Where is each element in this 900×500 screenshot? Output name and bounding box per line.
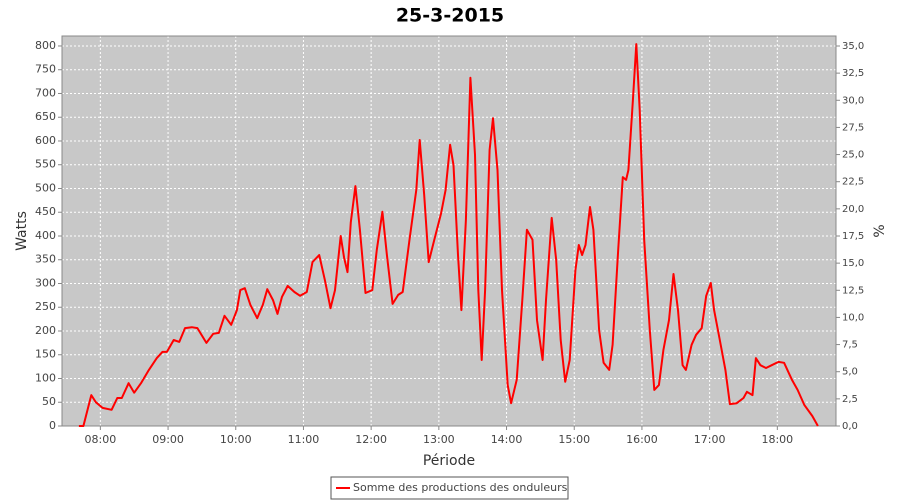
y-tick-label: 250 xyxy=(35,300,56,313)
y2-tick-label: 32,5 xyxy=(842,68,864,79)
y2-tick-label: 2,5 xyxy=(842,394,858,405)
series-line xyxy=(78,43,819,427)
y-tick-label: 300 xyxy=(35,276,56,289)
y-tick-label: 400 xyxy=(35,229,56,242)
y2-tick-label: 22,5 xyxy=(842,177,864,188)
plot-border xyxy=(61,35,837,427)
y-tick-label: 350 xyxy=(35,253,56,266)
y2-axis-label: % xyxy=(872,224,888,237)
y-tick-label: 600 xyxy=(35,134,56,147)
x-tick-label: 11:00 xyxy=(288,433,320,446)
legend: Somme des productions des onduleurs xyxy=(330,476,569,500)
x-tick-label: 09:00 xyxy=(152,433,184,446)
x-axis-label: Période xyxy=(423,453,475,469)
y2-tick-label: 15,0 xyxy=(842,258,864,269)
y2-tick-label: 10,0 xyxy=(842,312,864,323)
y2-tick-label: 7,5 xyxy=(842,340,858,351)
x-tick-label: 16:00 xyxy=(626,433,658,446)
x-tick-label: 12:00 xyxy=(355,433,387,446)
y-tick-label: 50 xyxy=(42,395,56,408)
y2-tick-label: 5,0 xyxy=(842,367,858,378)
y-tick-label: 0 xyxy=(49,419,56,432)
y2-tick-label: 17,5 xyxy=(842,231,864,242)
y-tick-label: 750 xyxy=(35,63,56,76)
y2-tick-label: 35,0 xyxy=(842,41,864,52)
y-tick-label: 800 xyxy=(35,39,56,52)
y-tick-label: 200 xyxy=(35,324,56,337)
y2-tick-label: 12,5 xyxy=(842,285,864,296)
y-tick-label: 650 xyxy=(35,110,56,123)
x-tick-label: 08:00 xyxy=(85,433,117,446)
y-tick-label: 500 xyxy=(35,181,56,194)
y-tick-label: 100 xyxy=(35,371,56,384)
x-tick-label: 14:00 xyxy=(491,433,523,446)
x-tick-label: 10:00 xyxy=(220,433,252,446)
y2-tick-label: 0,0 xyxy=(842,421,858,432)
x-tick-label: 15:00 xyxy=(558,433,590,446)
y2-tick-label: 25,0 xyxy=(842,150,864,161)
chart-title: 25-3-2015 xyxy=(396,5,504,27)
x-tick-label: 17:00 xyxy=(694,433,726,446)
y2-tick-label: 27,5 xyxy=(842,122,864,133)
y-tick-label: 550 xyxy=(35,158,56,171)
legend-label: Somme des productions des onduleurs xyxy=(353,481,568,494)
x-tick-label: 18:00 xyxy=(761,433,793,446)
y-tick-label: 450 xyxy=(35,205,56,218)
legend-box xyxy=(330,476,569,500)
y2-tick-label: 30,0 xyxy=(842,95,864,106)
x-tick-label: 13:00 xyxy=(423,433,455,446)
y2-tick-label: 20,0 xyxy=(842,204,864,215)
plot-area xyxy=(62,36,836,426)
y-axis-label: Watts xyxy=(14,211,30,251)
y-tick-label: 700 xyxy=(35,86,56,99)
y-tick-label: 150 xyxy=(35,348,56,361)
